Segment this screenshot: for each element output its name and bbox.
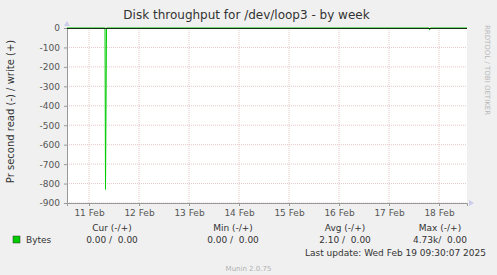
tick-mark: [64, 184, 67, 185]
tick: -300: [40, 82, 67, 92]
tick-mark: [339, 203, 340, 206]
tick-label: 13 Feb: [174, 208, 205, 218]
tick-mark: [139, 203, 140, 206]
tick-label: -500: [40, 121, 61, 131]
grid-line: [289, 28, 290, 203]
grid: [67, 28, 467, 203]
tick: -700: [40, 159, 67, 169]
summary-header: Cur (-/+): [92, 223, 131, 233]
axis-arrow: [64, 21, 70, 26]
tick: 14 Feb: [224, 203, 255, 218]
grid-line: [67, 144, 467, 145]
tick: 13 Feb: [174, 203, 205, 218]
grid-line: [67, 164, 467, 165]
tick-label: 17 Feb: [374, 208, 405, 218]
tick: -600: [40, 140, 67, 150]
marks: [67, 28, 467, 189]
tick-label: -900: [40, 198, 61, 208]
tick-mark: [64, 145, 67, 146]
grid-line: [389, 28, 390, 203]
tick: -800: [40, 179, 67, 189]
tick-label: 15 Feb: [274, 208, 305, 218]
tick-label: 12 Feb: [124, 208, 155, 218]
tick-label: -600: [40, 140, 61, 150]
axis-arrow: [469, 200, 474, 206]
tick-label: -800: [40, 179, 61, 189]
tick: 18 Feb: [424, 203, 455, 218]
grid-line: [67, 125, 467, 126]
tick-label: 11 Feb: [74, 208, 105, 218]
grid-line: [139, 28, 140, 203]
summary-header: Avg (-/+): [325, 223, 365, 233]
y-axis: -900 -800 -700 -600 -500 -400 -300 -200 -100 0: [40, 23, 68, 208]
tick: -400: [40, 101, 67, 111]
tick-mark: [64, 125, 67, 126]
tick: -100: [40, 43, 67, 53]
tick: 17 Feb: [374, 203, 405, 218]
axis-line: [64, 29, 68, 204]
grid-line: [239, 28, 240, 203]
tick-mark: [64, 203, 67, 204]
tick-mark: [64, 67, 67, 68]
tick-label: 18 Feb: [424, 208, 455, 218]
tick: -500: [40, 121, 67, 131]
y-axis-title: Pr second read (-) / write (+): [5, 40, 16, 183]
grid-line: [67, 86, 467, 87]
tick-mark: [64, 164, 67, 165]
tick-label: -100: [40, 43, 61, 53]
tick-mark: [89, 203, 90, 206]
watermark: RRDTOOL / TOBI OETIKER: [483, 25, 491, 115]
summary-header: Min (-/+): [213, 223, 253, 233]
tick-label: 16 Feb: [324, 208, 355, 218]
tick-label: -300: [40, 82, 61, 92]
grid-line: [189, 28, 190, 203]
legend-swatch: [13, 236, 20, 243]
tick-mark: [64, 86, 67, 87]
tick: 12 Feb: [124, 203, 155, 218]
grid-line: [339, 28, 340, 203]
tick: -200: [40, 62, 67, 72]
zero-line: [67, 28, 467, 29]
tick-mark: [64, 47, 67, 48]
axis-line: [68, 204, 468, 207]
chart: -900 -800 -700 -600 -500 -400 -300 -200 -100 0 11 …: [0, 0, 497, 275]
tick: 16 Feb: [324, 203, 355, 218]
summary-header: Max (-/+): [419, 223, 461, 233]
last-update: Last update: Wed Feb 19 09:30:07 2025: [305, 248, 486, 258]
tick-mark: [439, 203, 440, 206]
grid-line: [67, 47, 467, 48]
tick: -900: [40, 198, 67, 208]
legend-label: Bytes: [26, 235, 52, 245]
grid-line: [89, 28, 90, 203]
summary-value: 0.00 / 0.00: [207, 235, 259, 245]
tick-label: -200: [40, 62, 61, 72]
tick-label: 14 Feb: [224, 208, 255, 218]
summary-value: 0.00 / 0.00: [86, 235, 138, 245]
footer: Munin 2.0.75: [226, 265, 272, 273]
tick-mark: [389, 203, 390, 206]
grid-line: [67, 105, 467, 106]
series-line: [67, 28, 467, 189]
summary-value: 2.10 / 0.00: [319, 235, 371, 245]
grid-line: [67, 66, 467, 67]
x-axis: 11 Feb 12 Feb 13 Feb 14 Feb 15 Feb 16 Feb 17 F…: [68, 203, 468, 218]
tick-mark: [189, 203, 190, 206]
tick-mark: [239, 203, 240, 206]
tick-label: -400: [40, 101, 61, 111]
tick: 15 Feb: [274, 203, 305, 218]
grid-line: [439, 28, 440, 203]
summary-value: 4.73k/ 0.00: [413, 235, 467, 245]
tick-label: -700: [40, 159, 61, 169]
tick-label: 0: [54, 23, 60, 33]
tick: 11 Feb: [74, 203, 105, 218]
title: Disk throughput for /dev/loop3 - by week: [123, 8, 369, 22]
tick-mark: [64, 28, 67, 29]
plot-area: [67, 28, 467, 203]
tick-mark: [289, 203, 290, 206]
tick-mark: [64, 106, 67, 107]
background: [0, 0, 497, 275]
grid-line: [67, 183, 467, 184]
